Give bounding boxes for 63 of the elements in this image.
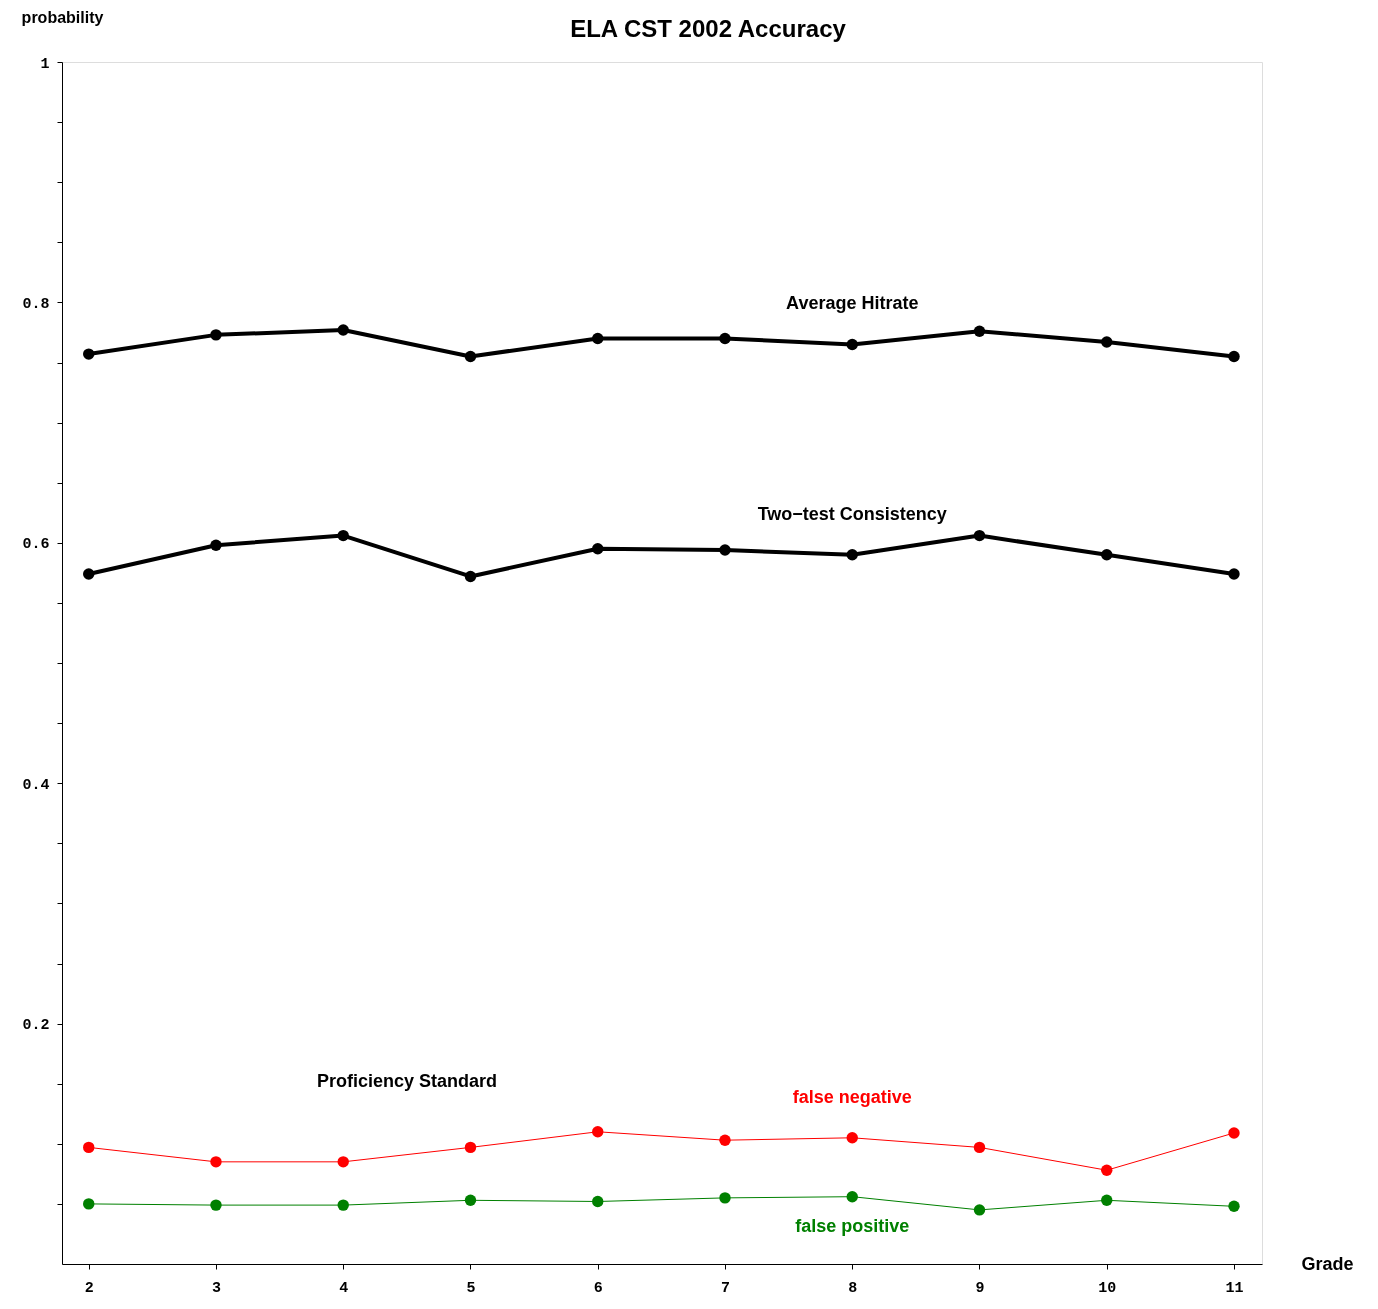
x-tick-label: 11 <box>1225 1279 1244 1297</box>
series-label: false negative <box>792 1086 912 1107</box>
y-tick-label: 0.6 <box>22 536 50 554</box>
x-tick-label: 8 <box>848 1279 858 1297</box>
point <box>1101 1164 1113 1176</box>
point <box>592 1195 604 1208</box>
point <box>210 1156 222 1168</box>
x-axis-title: Grade <box>1301 1253 1354 1274</box>
point <box>464 1194 477 1206</box>
point <box>846 1132 858 1144</box>
x-tick-label: 10 <box>1098 1279 1117 1297</box>
point <box>1228 568 1240 580</box>
point <box>83 1198 95 1210</box>
point <box>846 338 858 351</box>
point <box>337 529 349 542</box>
point <box>719 1192 731 1204</box>
point <box>337 1199 349 1211</box>
x-tick-label: 5 <box>466 1279 476 1297</box>
point <box>973 529 986 542</box>
point <box>719 1134 731 1146</box>
point <box>973 1204 986 1216</box>
point <box>846 1191 858 1203</box>
point <box>210 329 222 341</box>
x-tick-label: 7 <box>720 1279 730 1297</box>
x-tick-label: 6 <box>593 1279 603 1297</box>
point <box>973 1141 986 1154</box>
x-tick-label: 9 <box>975 1279 985 1297</box>
point <box>1228 350 1240 363</box>
point <box>1101 549 1113 561</box>
point <box>592 543 604 555</box>
y-tick-label: 1 <box>40 55 50 73</box>
y-axis-title: probability <box>21 8 104 26</box>
series-label: Average Hitrate <box>786 293 919 314</box>
point <box>464 350 477 363</box>
point <box>337 324 349 336</box>
point <box>1228 1127 1240 1139</box>
point <box>464 1141 477 1154</box>
point <box>83 568 95 580</box>
point <box>719 544 731 556</box>
y-tick-label: 0.2 <box>22 1017 50 1035</box>
y-tick-label: 0.4 <box>22 776 50 794</box>
point <box>592 332 604 345</box>
point <box>1101 336 1113 348</box>
point <box>83 1141 95 1154</box>
annotation: Proficiency Standard <box>316 1071 498 1091</box>
point <box>973 325 986 337</box>
point <box>592 1126 604 1138</box>
x-tick-label: 2 <box>84 1279 94 1297</box>
x-tick-label: 4 <box>339 1279 349 1297</box>
point <box>210 1199 222 1211</box>
series-label: Two−test Consistency <box>757 503 947 524</box>
y-tick-label: 0.8 <box>22 295 50 313</box>
point <box>1228 1200 1240 1212</box>
x-tick-label: 3 <box>211 1279 221 1297</box>
point <box>464 570 477 583</box>
series-label: false positive <box>795 1215 910 1236</box>
point <box>1101 1194 1113 1206</box>
chart-title: ELA CST 2002 Accuracy <box>570 15 847 42</box>
point <box>846 549 858 561</box>
point <box>719 332 731 345</box>
point <box>83 348 95 360</box>
point <box>337 1156 349 1168</box>
point <box>210 539 222 551</box>
